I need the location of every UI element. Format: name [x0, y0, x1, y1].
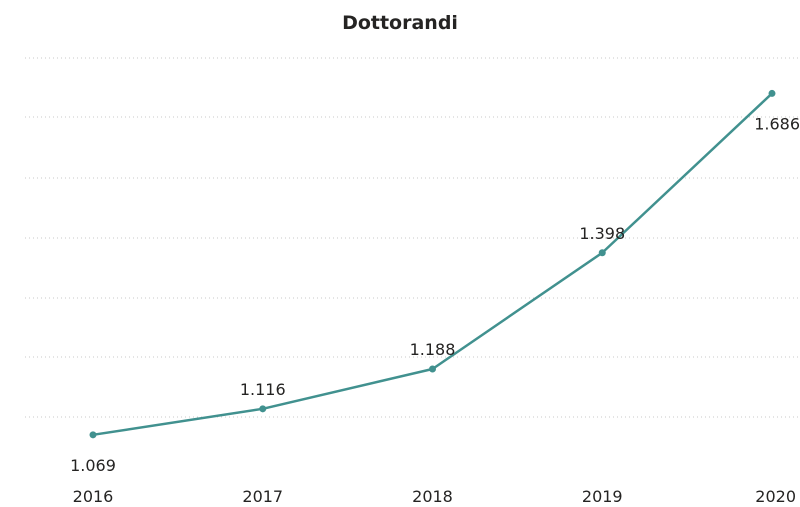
- x-tick-label: 2019: [582, 487, 623, 506]
- chart-title: Dottorandi: [342, 12, 458, 34]
- data-point: [259, 405, 267, 413]
- data-point: [598, 249, 606, 257]
- data-label: 1.188: [410, 340, 456, 359]
- data-point: [89, 431, 97, 439]
- data-labels: 1.069 1.116 1.188 1.398 1.686: [70, 114, 800, 474]
- x-tick-label: 2020: [755, 487, 796, 506]
- series-group: [91, 92, 774, 437]
- x-tick-label: 2018: [412, 487, 453, 506]
- data-label: 1.686: [754, 114, 800, 133]
- data-point: [768, 89, 776, 97]
- x-tick-label: 2016: [73, 487, 114, 506]
- x-axis: 2016 2017 2018 2019 2020: [73, 487, 796, 506]
- data-label: 1.398: [579, 224, 625, 243]
- series-line: [91, 92, 774, 437]
- gridlines: [25, 57, 800, 418]
- data-point: [429, 365, 436, 373]
- x-tick-label: 2017: [242, 487, 283, 506]
- data-label: 1.069: [70, 456, 116, 475]
- data-label: 1.116: [240, 380, 286, 399]
- markers: [89, 89, 776, 439]
